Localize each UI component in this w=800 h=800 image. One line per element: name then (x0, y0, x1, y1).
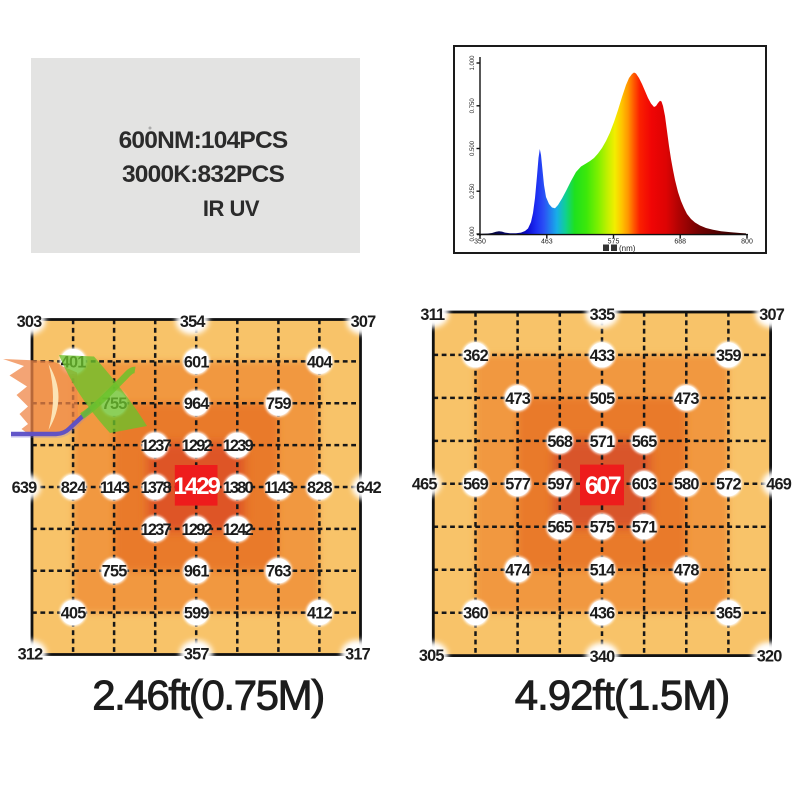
svg-text:600NM:104PCS: 600NM:104PCS (119, 127, 288, 154)
svg-text:320: 320 (757, 648, 783, 666)
svg-text:473: 473 (674, 390, 700, 408)
svg-text:575: 575 (590, 519, 616, 537)
svg-text:3000K:832PCS: 3000K:832PCS (122, 161, 284, 188)
svg-text:463: 463 (541, 239, 553, 246)
svg-text:1429: 1429 (174, 473, 221, 500)
svg-text:575: 575 (608, 239, 620, 246)
svg-text:335: 335 (590, 306, 616, 324)
svg-text:1237: 1237 (140, 437, 171, 455)
svg-text:354: 354 (180, 313, 206, 331)
svg-text:603: 603 (632, 476, 658, 494)
svg-text:360: 360 (463, 605, 489, 623)
svg-text:469: 469 (766, 476, 792, 494)
svg-text:800: 800 (741, 239, 753, 246)
svg-text:412: 412 (307, 605, 333, 623)
svg-text:362: 362 (463, 347, 489, 365)
svg-text:4.92ft(1.5M): 4.92ft(1.5M) (515, 672, 729, 719)
svg-text:0.250: 0.250 (470, 183, 476, 199)
svg-text:IR UV: IR UV (203, 196, 260, 221)
svg-text:307: 307 (351, 313, 377, 331)
svg-text:824: 824 (61, 479, 87, 497)
svg-text:755: 755 (102, 563, 128, 581)
svg-text:601: 601 (184, 353, 210, 371)
svg-text:317: 317 (345, 645, 371, 663)
svg-text:1.000: 1.000 (470, 55, 476, 71)
svg-text:307: 307 (759, 306, 785, 324)
svg-text:569: 569 (463, 476, 489, 494)
svg-text:571: 571 (632, 519, 658, 537)
svg-text:1292: 1292 (181, 521, 212, 539)
svg-text:473: 473 (505, 390, 531, 408)
svg-text:571: 571 (590, 433, 616, 451)
svg-text:828: 828 (307, 479, 333, 497)
svg-text:572: 572 (716, 476, 742, 494)
svg-text:433: 433 (590, 347, 616, 365)
svg-text:1292: 1292 (181, 437, 212, 455)
svg-text:505: 505 (590, 390, 616, 408)
svg-text:474: 474 (505, 562, 531, 580)
svg-text:688: 688 (674, 239, 686, 246)
svg-text:565: 565 (632, 433, 658, 451)
svg-text:(nm): (nm) (619, 244, 636, 253)
svg-text:303: 303 (17, 313, 43, 331)
svg-text:340: 340 (590, 648, 616, 666)
svg-text:0.500: 0.500 (470, 140, 476, 156)
svg-text:1380: 1380 (223, 479, 254, 497)
svg-text:599: 599 (184, 605, 210, 623)
svg-text:597: 597 (547, 476, 573, 494)
svg-text:365: 365 (716, 605, 742, 623)
svg-text:565: 565 (547, 519, 573, 537)
svg-text:642: 642 (356, 479, 382, 497)
svg-text:607: 607 (585, 472, 621, 500)
svg-text:1239: 1239 (223, 437, 254, 455)
svg-text:404: 404 (307, 353, 333, 371)
svg-text:514: 514 (590, 562, 616, 580)
svg-text:478: 478 (674, 562, 700, 580)
svg-text:639: 639 (12, 479, 38, 497)
svg-text:312: 312 (18, 645, 44, 663)
svg-text:2.46ft(0.75M): 2.46ft(0.75M) (92, 672, 324, 719)
svg-text:1143: 1143 (264, 479, 294, 497)
svg-text:350: 350 (474, 239, 486, 246)
svg-text:1237: 1237 (140, 521, 171, 539)
svg-text:359: 359 (716, 347, 742, 365)
svg-text:759: 759 (266, 395, 292, 413)
svg-text:465: 465 (412, 476, 438, 494)
svg-text:1143: 1143 (100, 479, 130, 497)
svg-text:436: 436 (590, 605, 616, 623)
svg-text:0.750: 0.750 (470, 98, 476, 114)
svg-text:357: 357 (184, 645, 210, 663)
svg-text:311: 311 (420, 306, 445, 324)
svg-text:577: 577 (505, 476, 531, 494)
svg-text:961: 961 (184, 563, 210, 581)
svg-text:1378: 1378 (140, 479, 171, 497)
svg-text:1242: 1242 (223, 521, 254, 539)
svg-text:0.000: 0.000 (470, 226, 476, 242)
svg-text:964: 964 (184, 395, 210, 413)
svg-text:763: 763 (266, 563, 292, 581)
svg-text:405: 405 (61, 605, 87, 623)
svg-text:580: 580 (674, 476, 700, 494)
svg-text:305: 305 (419, 647, 445, 665)
svg-text:568: 568 (547, 433, 573, 451)
